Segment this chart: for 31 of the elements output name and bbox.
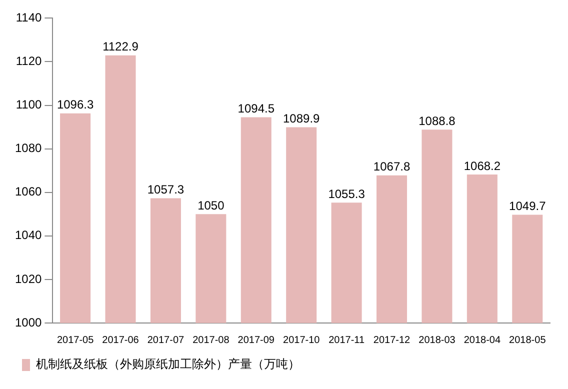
- x-tick-label: 2018-04: [464, 334, 501, 346]
- x-tick-label: 2017-11: [328, 334, 365, 346]
- x-tick-label: 2017-09: [238, 334, 275, 346]
- y-tick-label: 1120: [16, 54, 42, 68]
- data-label: 1057.3: [147, 182, 184, 197]
- y-tick-label: 1060: [14, 184, 42, 199]
- data-label: 1094.5: [238, 102, 275, 116]
- y-tick-label: 1100: [16, 98, 42, 112]
- data-label: 1089.9: [282, 112, 320, 126]
- x-tick-label: 2017-06: [102, 334, 140, 346]
- y-tick-label: 1020: [14, 272, 42, 286]
- data-label: 1049.7: [509, 199, 546, 214]
- x-tick-label: 2017-07: [147, 334, 185, 346]
- data-label: 1088.8: [418, 114, 456, 128]
- data-label: 1096.3: [56, 98, 94, 112]
- y-tick-label: 1140: [16, 10, 42, 25]
- x-tick-label: 2017-08: [192, 334, 230, 346]
- data-label: 1122.9: [102, 40, 139, 54]
- x-tick-label: 2017-10: [282, 334, 320, 346]
- x-tick-label: 2018-05: [509, 334, 546, 346]
- y-tick-label: 1040: [14, 228, 42, 242]
- x-tick-label: 2017-05: [56, 334, 94, 346]
- y-tick-label: 1000: [14, 315, 42, 330]
- data-label: 1068.2: [464, 158, 501, 173]
- legend-label: 机制纸及纸板（外购原纸加工除外）产量（万吨）: [36, 357, 300, 372]
- x-tick-label: 2017-12: [373, 334, 411, 346]
- x-tick-label: 2018-03: [418, 334, 456, 346]
- data-label: 1067.8: [373, 160, 410, 174]
- data-label: 1050: [198, 198, 225, 212]
- y-tick-label: 1080: [14, 141, 42, 156]
- data-label: 1055.3: [328, 186, 366, 201]
